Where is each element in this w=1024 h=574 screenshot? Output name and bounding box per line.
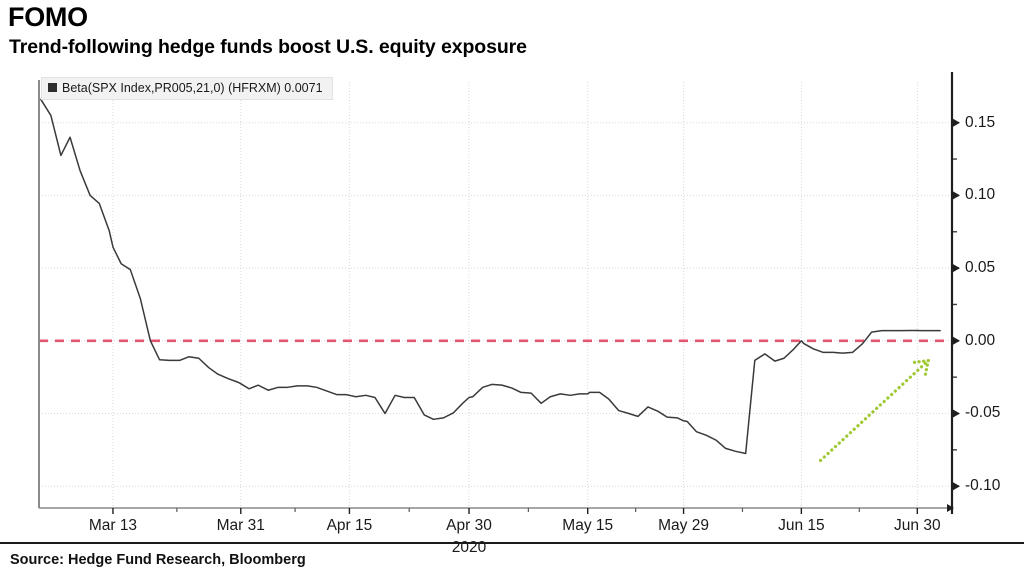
ytick-label-4: -0.05 xyxy=(965,404,1001,422)
xtick-label-4: May 15 xyxy=(562,517,614,534)
xtick-label-3: Apr 30 xyxy=(446,517,492,534)
plot-background xyxy=(39,82,952,508)
uptrend-arrow-head-1 xyxy=(909,358,930,365)
xtick-label-1: Mar 31 xyxy=(216,517,265,534)
legend-label: Beta(SPX Index,PR005,21,0) (HFRXM) 0.007… xyxy=(62,81,323,95)
ytick-label-0: 0.15 xyxy=(965,113,996,131)
ytick-marker-2 xyxy=(953,264,960,273)
uptrend-arrow-shaft xyxy=(818,358,930,463)
line-chart-svg xyxy=(38,72,960,514)
ytick-marker-4 xyxy=(953,409,960,418)
xaxis-end-marker xyxy=(947,504,954,512)
ytick-label-5: -0.10 xyxy=(965,477,1001,495)
ytick-marker-5 xyxy=(953,482,960,491)
xtick-label-7: Jun 30 xyxy=(894,517,941,534)
ytick-label-3: 0.00 xyxy=(965,331,996,349)
chart-subtitle: Trend-following hedge funds boost U.S. e… xyxy=(9,36,527,58)
source-divider xyxy=(0,542,1024,544)
uptrend-arrow-head-0 xyxy=(923,358,930,379)
ytick-label-2: 0.05 xyxy=(965,259,996,277)
xtick-label-6: Jun 15 xyxy=(778,517,825,534)
ytick-marker-1 xyxy=(953,191,960,200)
page-title: FOMO xyxy=(8,2,88,32)
ytick-marker-3 xyxy=(953,336,960,345)
xtick-label-2: Apr 15 xyxy=(326,517,373,534)
source-note: Source: Hedge Fund Research, Bloomberg xyxy=(10,552,306,568)
ytick-marker-0 xyxy=(953,118,960,127)
data-line-series-0 xyxy=(40,98,941,455)
xtick-label-5: May 29 xyxy=(658,517,709,534)
ytick-label-1: 0.10 xyxy=(965,186,996,204)
chart-plot-area: Beta(SPX Index,PR005,21,0) (HFRXM) 0.007… xyxy=(0,62,1024,556)
legend-swatch-icon xyxy=(48,83,57,92)
xtick-label-0: Mar 13 xyxy=(88,517,138,534)
chart-legend[interactable]: Beta(SPX Index,PR005,21,0) (HFRXM) 0.007… xyxy=(41,77,333,100)
